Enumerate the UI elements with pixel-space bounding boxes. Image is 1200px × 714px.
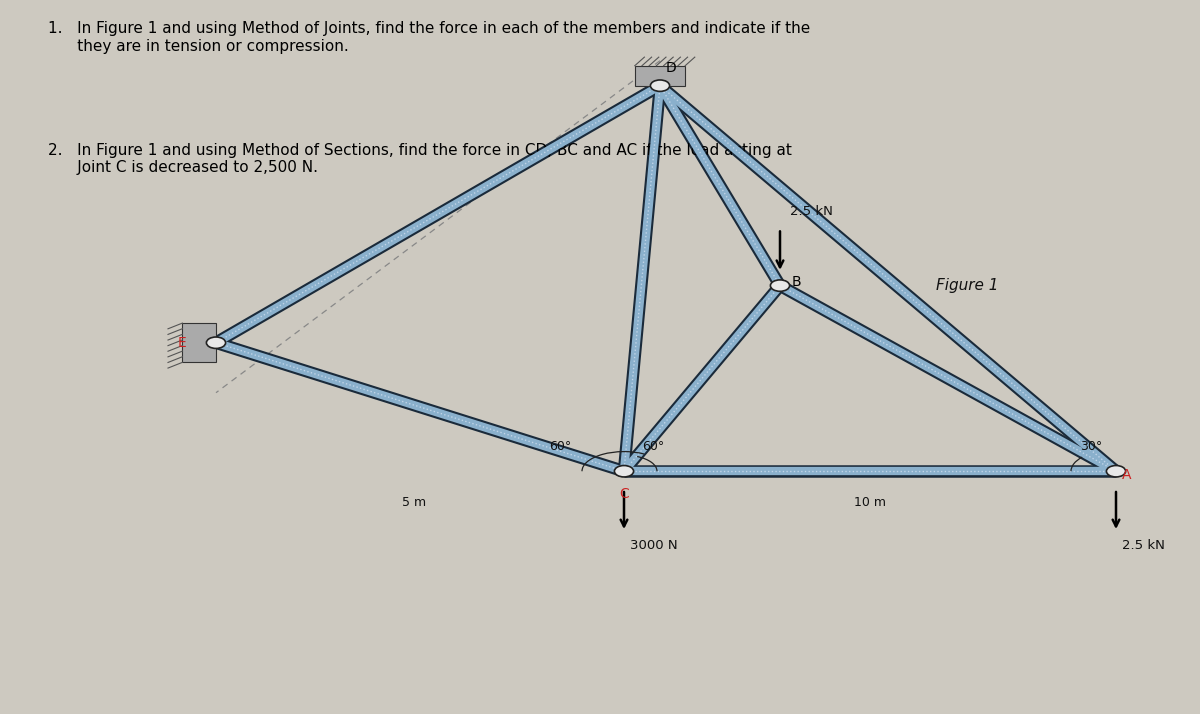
Text: 2.5 kN: 2.5 kN [1122,539,1165,552]
Text: D: D [666,61,677,75]
Circle shape [206,337,226,348]
Text: 30°: 30° [1080,441,1103,453]
Bar [182,323,216,363]
Circle shape [770,280,790,291]
Text: Figure 1: Figure 1 [936,278,998,293]
Text: 2.5 kN: 2.5 kN [790,205,833,218]
Text: 3000 N: 3000 N [630,539,678,552]
Text: E: E [178,336,186,350]
Text: 5 m: 5 m [402,496,426,509]
Text: 1.   In Figure 1 and using Method of Joints, find the force in each of the membe: 1. In Figure 1 and using Method of Joint… [48,21,810,54]
Text: 60°: 60° [548,441,571,453]
Text: 60°: 60° [642,441,665,453]
Text: B: B [792,275,802,289]
Circle shape [650,80,670,91]
Circle shape [1106,466,1126,477]
Text: A: A [1122,468,1132,482]
Text: 10 m: 10 m [854,496,886,509]
Text: 2.   In Figure 1 and using Method of Sections, find the force in CD, BC and AC i: 2. In Figure 1 and using Method of Secti… [48,143,792,175]
Circle shape [614,466,634,477]
Bar [635,66,685,86]
Text: C: C [619,487,629,501]
